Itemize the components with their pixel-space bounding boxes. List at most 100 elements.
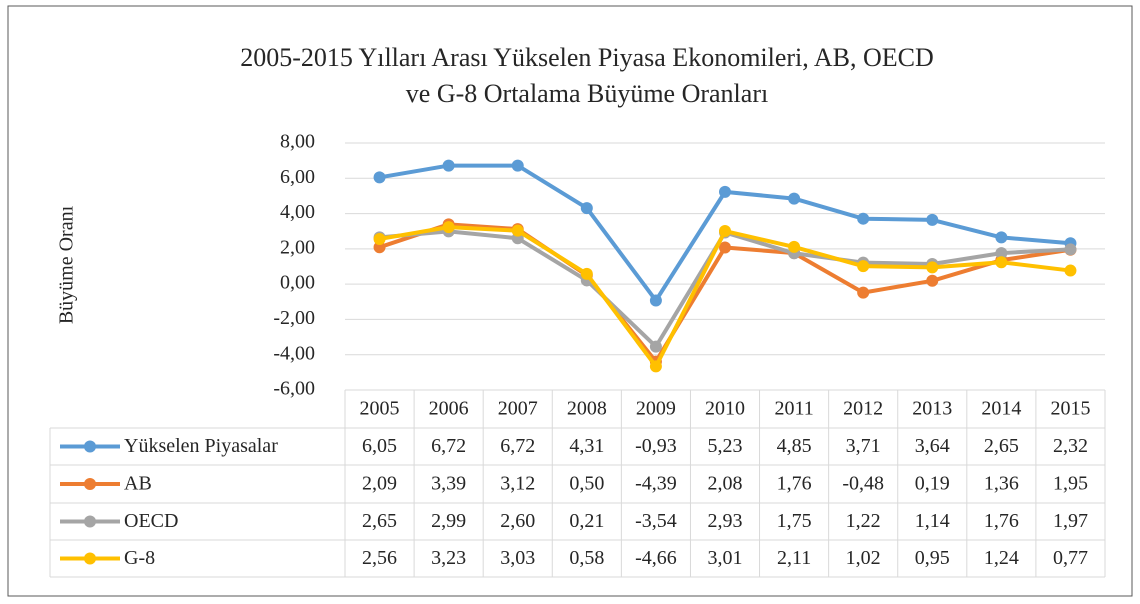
table-value: 0,21 (569, 510, 604, 532)
table-value: 2,56 (362, 547, 397, 569)
marker (1064, 243, 1077, 256)
marker (857, 212, 870, 225)
legend-label: OECD (124, 510, 178, 532)
marker (926, 261, 939, 274)
marker (926, 274, 939, 287)
legend-marker (84, 515, 96, 528)
y-tick-label: -4,00 (273, 342, 315, 364)
y-axis-label: Büyüme Oranı (56, 205, 78, 324)
chart-border (7, 5, 1133, 597)
table-value: -4,66 (635, 547, 677, 569)
marker (511, 159, 524, 172)
table-value: 6,05 (362, 435, 397, 457)
legend-label: G-8 (124, 547, 155, 569)
x-tick-label: 2005 (360, 398, 400, 420)
table-value: 1,95 (1053, 473, 1088, 495)
table-value: 4,31 (569, 435, 604, 457)
table-value: -0,48 (842, 473, 884, 495)
table-value: 4,85 (777, 435, 812, 457)
table-value: 1,97 (1053, 510, 1088, 532)
marker (926, 213, 939, 226)
table-value: 0,50 (569, 473, 604, 495)
marker (857, 286, 870, 299)
marker (995, 231, 1008, 244)
table-value: 5,23 (708, 435, 743, 457)
marker (719, 241, 731, 254)
legend-marker (84, 440, 96, 453)
table-value: 2,09 (362, 473, 397, 495)
marker (373, 171, 386, 184)
table-value: 2,60 (500, 510, 535, 532)
y-tick-label: -2,00 (273, 307, 315, 329)
x-tick-label: 2011 (774, 398, 813, 420)
table-value: 6,72 (500, 435, 535, 457)
table-value: 2,93 (708, 510, 743, 532)
marker (442, 159, 455, 172)
table-value: 0,77 (1053, 547, 1088, 569)
marker (995, 256, 1008, 269)
legend-label: AB (124, 473, 152, 495)
chart-subtitle: ve G-8 Ortalama Büyüme Oranları (406, 79, 768, 108)
y-tick-label: 8,00 (280, 131, 315, 153)
x-tick-label: 2015 (1050, 398, 1090, 420)
y-tick-label: -6,00 (273, 378, 315, 400)
table-value: 1,76 (777, 473, 812, 495)
marker (1064, 264, 1077, 277)
marker (788, 192, 801, 205)
marker (788, 240, 801, 253)
y-tick-label: 4,00 (280, 201, 315, 223)
table-value: 3,64 (915, 435, 950, 457)
y-tick-label: 6,00 (280, 166, 315, 188)
marker (649, 294, 662, 307)
table-value: 3,03 (500, 547, 535, 569)
table-value: 3,23 (431, 547, 466, 569)
legend-marker (84, 552, 96, 565)
marker (995, 247, 1008, 260)
table-value: 0,95 (915, 547, 950, 569)
chart-title: 2005-2015 Yılları Arası Yükselen Piyasa … (240, 43, 934, 72)
table-value: 1,22 (846, 510, 881, 532)
table-value: 2,11 (777, 547, 811, 569)
table-value: -3,54 (635, 510, 677, 532)
x-tick-label: 2009 (636, 398, 676, 420)
table-value: 1,24 (984, 547, 1019, 569)
table-value: 2,08 (708, 473, 743, 495)
table-value: 2,32 (1053, 435, 1088, 457)
table-value: -4,39 (635, 473, 677, 495)
y-tick-label: 2,00 (280, 236, 315, 258)
table-value: 1,75 (777, 510, 812, 532)
legend-marker (84, 478, 96, 490)
marker (442, 221, 455, 234)
x-tick-label: 2013 (912, 398, 952, 420)
table-value: 2,99 (431, 510, 466, 532)
table-value: 3,12 (500, 473, 535, 495)
table-value: 2,65 (984, 435, 1019, 457)
marker (511, 224, 524, 237)
marker (719, 185, 731, 198)
table-value: 0,58 (569, 547, 604, 569)
table-value: 2,65 (362, 510, 397, 532)
table-value: 3,39 (431, 473, 466, 495)
legend-label: Yükselen Piyasalar (124, 435, 278, 457)
x-tick-label: 2012 (843, 398, 883, 420)
table-value: 0,19 (915, 473, 950, 495)
marker (580, 202, 593, 215)
table-value: 1,36 (984, 473, 1019, 495)
marker (373, 241, 386, 254)
table-value: 3,71 (846, 435, 881, 457)
table-value: 6,72 (431, 435, 466, 457)
table-value: 3,01 (708, 547, 743, 569)
table-value: 1,14 (915, 510, 950, 532)
x-tick-label: 2014 (981, 398, 1021, 420)
x-tick-label: 2010 (705, 398, 745, 420)
table-value: -0,93 (635, 435, 677, 457)
marker (580, 267, 593, 280)
marker (373, 232, 386, 245)
table-value: 1,76 (984, 510, 1019, 532)
y-tick-label: 0,00 (280, 272, 315, 294)
marker (719, 225, 731, 238)
x-tick-label: 2006 (429, 398, 469, 420)
marker (649, 360, 662, 373)
x-tick-label: 2007 (498, 398, 538, 420)
